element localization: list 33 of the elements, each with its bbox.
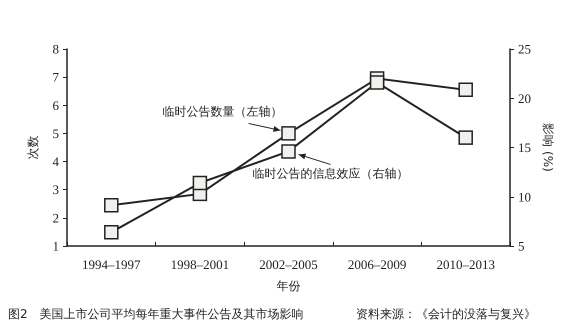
- y-axis-title: 次数: [26, 136, 40, 160]
- point: [458, 82, 473, 98]
- x-tick-label: 2006–2009: [348, 257, 406, 272]
- x-tick-label: 1994–1997: [82, 257, 142, 272]
- annotation: 临时公告数量（左轴）: [162, 104, 282, 118]
- y-tick-label: 5: [52, 126, 59, 141]
- x-tick-label: 1998–2001: [170, 257, 230, 272]
- y2-tick-label: 5: [518, 238, 524, 254]
- y-tick-label: 4: [52, 154, 60, 170]
- y-tick-label: 8: [52, 42, 59, 56]
- text: 图2 美国上市公司平均每年重大事件公告及其市场影响: [8, 307, 304, 321]
- y-tick-label: 7: [52, 70, 60, 85]
- y2-tick-label: 20: [518, 90, 531, 106]
- point: [281, 126, 296, 141]
- y-tick-label: 6: [52, 98, 60, 113]
- y2-tick-label: 25: [518, 42, 531, 56]
- text: 资料来源：《会计的没落与复兴》: [356, 307, 536, 321]
- point: [104, 198, 119, 212]
- point: [281, 144, 296, 159]
- y2-tick-label: 15: [518, 140, 531, 155]
- y-tick-label: 1: [52, 238, 59, 254]
- y2-tick-label: 10: [518, 189, 531, 204]
- y-tick-label: 3: [52, 182, 59, 198]
- x-tick-label: 2002–2005: [259, 257, 318, 272]
- point: [192, 176, 208, 190]
- point: [370, 75, 384, 90]
- x-axis-title: 年份: [276, 279, 300, 293]
- point: [458, 130, 473, 145]
- y2-axis-title: 影响 (%): [540, 123, 555, 172]
- y-tick-label: 2: [52, 210, 59, 226]
- point: [104, 224, 119, 240]
- annotation: 临时公告的信息效应（右轴）: [252, 166, 408, 180]
- x-tick-label: 2010–2013: [436, 257, 495, 272]
